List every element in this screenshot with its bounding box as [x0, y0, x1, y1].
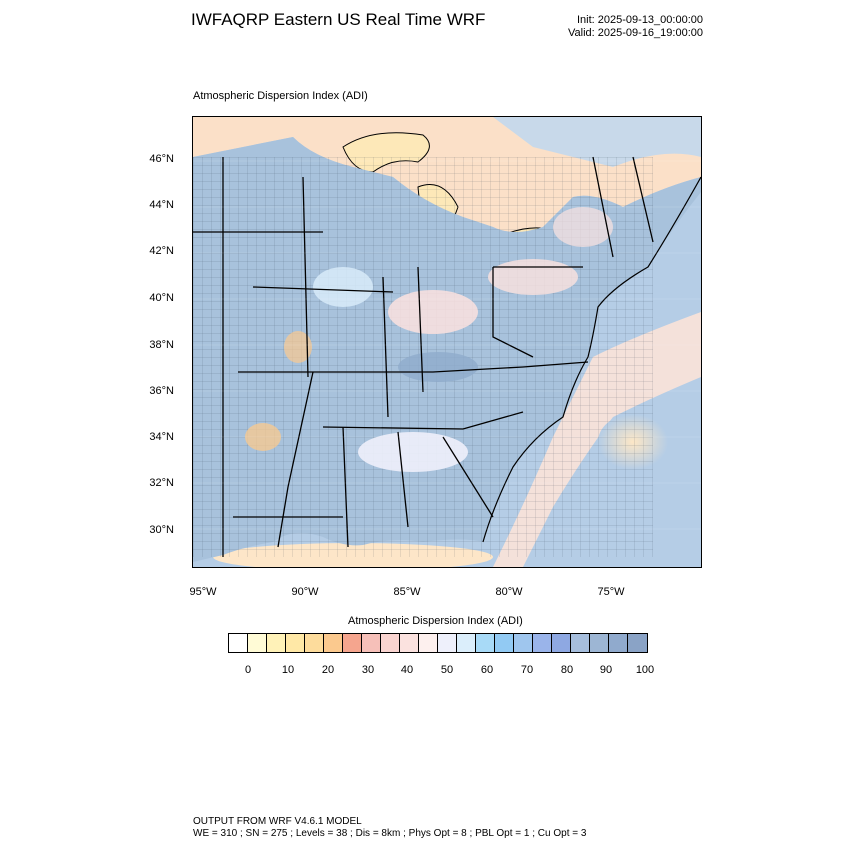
- cool-patch-kentucky: [398, 352, 478, 382]
- colorbar-box: [381, 634, 400, 652]
- lon-label-75: 75°W: [597, 586, 625, 598]
- colorbar-title: Atmospheric Dispersion Index (ADI): [348, 615, 523, 627]
- warm-patch-ny: [553, 207, 613, 247]
- graticule: [193, 160, 701, 530]
- colorbar-tick-100: 100: [635, 664, 655, 676]
- lon-label-95: 95°W: [189, 586, 217, 598]
- colorbar-box: [609, 634, 628, 652]
- canada-cool-patch: [493, 117, 701, 167]
- lat-label-36: 36°N: [149, 385, 174, 397]
- colorbar-tick-30: 30: [361, 664, 375, 676]
- lon-label-80: 80°W: [495, 586, 523, 598]
- lat-label-44: 44°N: [149, 199, 174, 211]
- colorbar-box: [457, 634, 476, 652]
- colorbar-box: [229, 634, 248, 652]
- warm-patch-missouri: [284, 331, 312, 363]
- lat-label-42: 42°N: [149, 245, 174, 257]
- lat-label-38: 38°N: [149, 339, 174, 351]
- lon-label-85: 85°W: [393, 586, 421, 598]
- colorbar-box: [533, 634, 552, 652]
- atlantic-coastline: [482, 176, 701, 543]
- colorbar-box: [419, 634, 438, 652]
- lon-label-90: 90°W: [291, 586, 319, 598]
- colorbar-box: [590, 634, 609, 652]
- colorbar-box: [362, 634, 381, 652]
- warm-patch-illinois: [313, 267, 373, 307]
- colorbar-box: [267, 634, 286, 652]
- warm-patch-tennessee: [358, 432, 468, 472]
- colorbar-box: [628, 634, 647, 652]
- colorbar-tick-70: 70: [520, 664, 534, 676]
- colorbar-box: [571, 634, 590, 652]
- map-panel: [192, 116, 702, 568]
- colorbar-box: [552, 634, 571, 652]
- time-info: Init: 2025-09-13_00:00:00 Valid: 2025-09…: [568, 14, 703, 40]
- colorbar-tick-40: 40: [400, 664, 414, 676]
- colorbar-box: [495, 634, 514, 652]
- warm-patch-arkansas: [245, 423, 281, 451]
- colorbar-box: [305, 634, 324, 652]
- colorbar-box: [514, 634, 533, 652]
- model-info-line1: OUTPUT FROM WRF V4.6.1 MODEL: [193, 816, 362, 827]
- colorbar-tick-20: 20: [321, 664, 335, 676]
- lat-label-32: 32°N: [149, 477, 174, 489]
- warm-patch-pennsylvania: [488, 259, 578, 295]
- colorbar-box: [286, 634, 305, 652]
- init-time: Init: 2025-09-13_00:00:00: [577, 14, 703, 26]
- lat-label-40: 40°N: [149, 292, 174, 304]
- valid-time: Valid: 2025-09-16_19:00:00: [568, 27, 703, 39]
- lat-label-46: 46°N: [149, 153, 174, 165]
- colorbar-tick-90: 90: [599, 664, 613, 676]
- colorbar-box: [438, 634, 457, 652]
- warm-patch-ohio: [388, 290, 478, 334]
- lat-label-30: 30°N: [149, 524, 174, 536]
- colorbar-tick-80: 80: [560, 664, 574, 676]
- colorbar-box: [324, 634, 343, 652]
- chart-title: IWFAQRP Eastern US Real Time WRF: [191, 10, 486, 29]
- colorbar-box: [476, 634, 495, 652]
- colorbar-tick-10: 10: [281, 664, 295, 676]
- adi-map: [193, 117, 701, 567]
- colorbar-box: [248, 634, 267, 652]
- model-info-line2: WE = 310 ; SN = 275 ; Levels = 38 ; Dis …: [193, 828, 587, 839]
- map-subtitle: Atmospheric Dispersion Index (ADI): [193, 90, 368, 102]
- colorbar-box: [400, 634, 419, 652]
- colorbar: [228, 633, 648, 653]
- colorbar-tick-0: 0: [244, 664, 252, 676]
- colorbar-tick-50: 50: [440, 664, 454, 676]
- lat-label-34: 34°N: [149, 431, 174, 443]
- colorbar-tick-60: 60: [480, 664, 494, 676]
- state-boundaries: [193, 156, 654, 557]
- colorbar-box: [343, 634, 362, 652]
